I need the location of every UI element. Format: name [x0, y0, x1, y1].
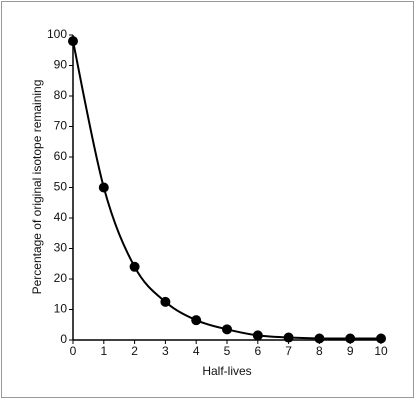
y-axis-label: Percentage of original isotope remaining: [30, 80, 44, 295]
curve: [72, 40, 381, 340]
y-tick-label: 80: [54, 88, 68, 102]
x-axis-label: Half-lives: [202, 364, 251, 378]
data-point: [252, 330, 263, 341]
data-point: [191, 315, 202, 326]
data-point: [345, 333, 356, 344]
data-point: [314, 333, 325, 344]
x-tick-label: 6: [254, 344, 261, 358]
data-point: [98, 182, 109, 193]
y-tick-label: 10: [54, 302, 68, 316]
x-tick-label: 4: [193, 344, 200, 358]
x-tick-label: 10: [374, 344, 388, 358]
data-point: [68, 36, 78, 47]
y-tick-label: 0: [60, 332, 67, 346]
x-tick-label: 9: [347, 344, 354, 358]
y-tick-label: 90: [54, 58, 68, 72]
x-tick-label: 3: [162, 344, 169, 358]
data-point: [376, 333, 386, 344]
y-tick-label: 70: [54, 119, 68, 133]
frame: [1, 1, 414, 398]
data-point: [222, 324, 232, 335]
y-tick-label: 40: [54, 210, 68, 224]
x-tick-label: 2: [131, 344, 138, 358]
x-tick-label: 1: [100, 344, 107, 358]
x-tick-label: 0: [70, 344, 77, 358]
y-tick-label: 60: [54, 149, 68, 163]
x-tick-label: 7: [285, 344, 292, 358]
data-point: [283, 332, 294, 343]
y-tick-label: 50: [54, 180, 68, 194]
y-tick-label: 20: [54, 271, 68, 285]
data-point: [160, 296, 171, 307]
x-tick-label: 8: [316, 344, 323, 358]
y-tick-label: 100: [47, 27, 67, 41]
x-tick-label: 5: [224, 344, 231, 358]
y-tick-label: 30: [54, 241, 68, 255]
data-point: [129, 261, 140, 272]
